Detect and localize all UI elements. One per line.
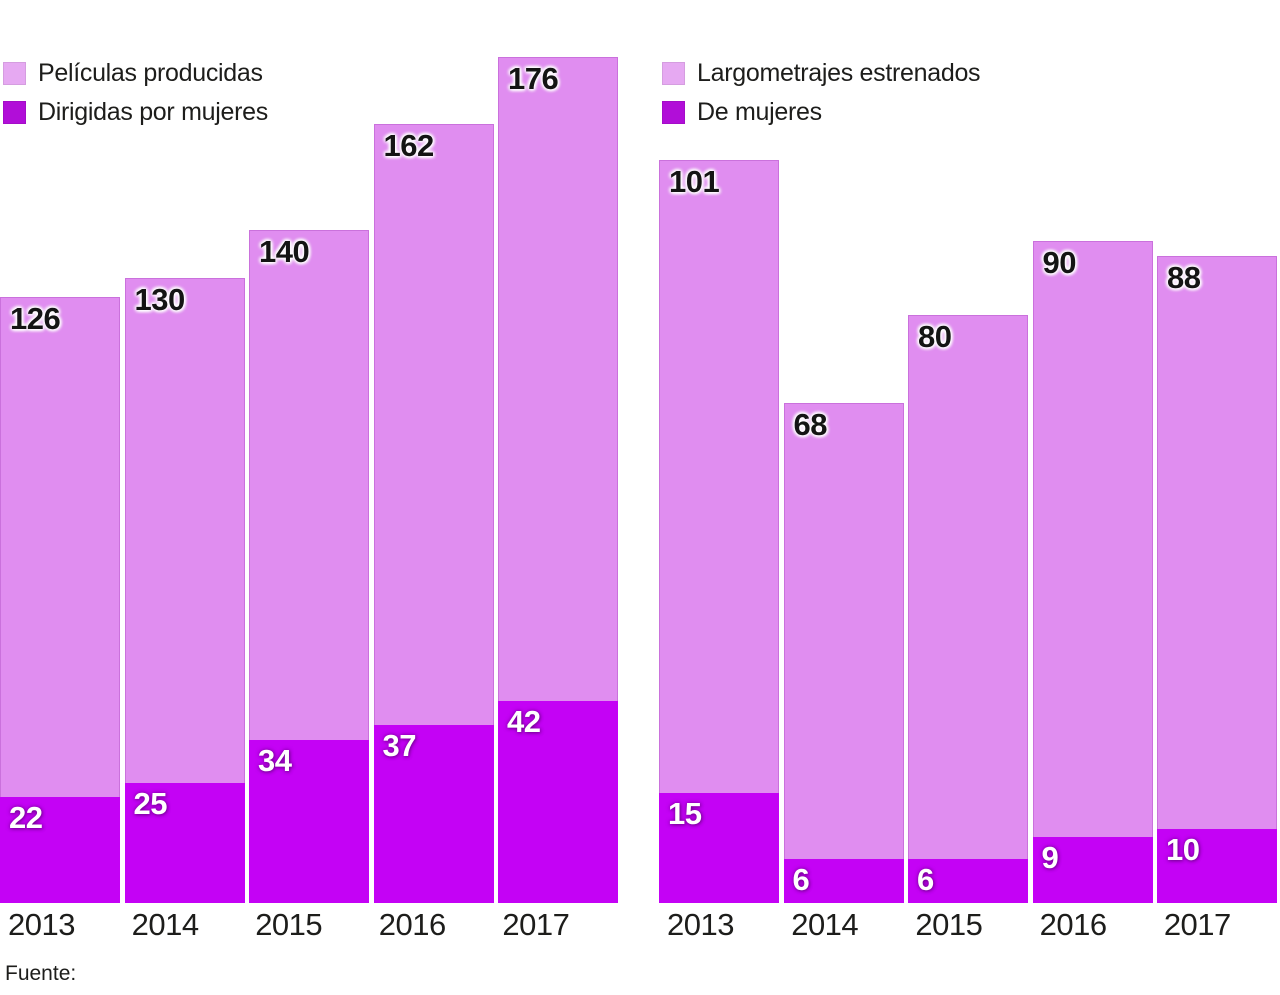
bar-total-value: 176 bbox=[508, 61, 559, 96]
bar-women-value: 42 bbox=[507, 704, 541, 740]
bar-women-value: 9 bbox=[1041, 839, 1059, 875]
bar-total-value: 126 bbox=[10, 301, 61, 337]
bar-women-value: 6 bbox=[917, 861, 934, 897]
plot-area: 101 15 68 6 80 6 90 9 88 10 bbox=[659, 57, 1280, 903]
legend-item: Películas producidas bbox=[3, 58, 268, 87]
bar-women-value: 37 bbox=[382, 728, 417, 764]
x-axis-label: 2014 bbox=[131, 907, 199, 942]
bar-women-value: 10 bbox=[1166, 832, 1200, 868]
x-axis-label: 2017 bbox=[502, 907, 570, 942]
bar-total-value: 68 bbox=[793, 406, 828, 442]
bar-total-value: 88 bbox=[1167, 259, 1201, 295]
bar-total-value: 90 bbox=[1042, 244, 1077, 280]
bar-total-value: 130 bbox=[134, 282, 186, 318]
bar-women: 25 bbox=[124, 782, 245, 903]
bar-women: 9 bbox=[1032, 836, 1153, 903]
x-axis-label: 2013 bbox=[667, 907, 734, 942]
bar-women-value: 25 bbox=[133, 785, 168, 821]
bar-women: 34 bbox=[249, 739, 369, 903]
x-axis-label: 2016 bbox=[1039, 907, 1107, 942]
bar-total: 80 bbox=[908, 314, 1028, 903]
bar-total-value: 162 bbox=[383, 128, 435, 164]
x-axis-label: 2016 bbox=[378, 907, 446, 942]
chart-peliculas-producidas: Películas producidas Dirigidas por mujer… bbox=[0, 0, 618, 995]
legend-label: Dirigidas por mujeres bbox=[38, 97, 268, 126]
bar-women-value: 22 bbox=[9, 800, 43, 836]
chart-largometrajes-estrenados: Largometrajes estrenados De mujeres 101 1… bbox=[659, 0, 1280, 995]
bar-total-value: 80 bbox=[918, 318, 952, 354]
legend-swatch-light-icon bbox=[662, 61, 685, 85]
legend-item: De mujeres bbox=[662, 97, 980, 126]
bar-women: 15 bbox=[659, 792, 779, 903]
bar-women-value: 34 bbox=[258, 742, 292, 778]
legend-label: Películas producidas bbox=[38, 58, 263, 87]
bar-total: 101 bbox=[659, 160, 779, 903]
bar-women: 37 bbox=[373, 725, 494, 903]
plot-area: 126 22 130 25 140 34 162 37 176 42 bbox=[0, 57, 618, 903]
legend-label: De mujeres bbox=[697, 97, 822, 126]
bar-women: 6 bbox=[783, 858, 904, 903]
bar-total-value: 101 bbox=[669, 164, 720, 199]
source-label: Fuente: bbox=[5, 962, 77, 985]
x-axis-label: 2015 bbox=[915, 907, 983, 942]
bar-women: 42 bbox=[498, 701, 618, 903]
bar-women-value: 15 bbox=[668, 795, 702, 831]
x-axis-label: 2015 bbox=[255, 907, 323, 942]
x-axis-label: 2013 bbox=[8, 907, 75, 942]
bar-women: 10 bbox=[1157, 829, 1277, 903]
bar-women: 6 bbox=[908, 858, 1028, 903]
bar-women-value: 6 bbox=[792, 861, 810, 897]
bar-total: 90 bbox=[1032, 240, 1153, 903]
x-axis-label: 2017 bbox=[1163, 907, 1231, 942]
legend: Largometrajes estrenados De mujeres bbox=[662, 58, 981, 126]
bar-total: 68 bbox=[783, 402, 904, 903]
bar-women: 22 bbox=[0, 797, 120, 903]
legend-swatch-light-icon bbox=[3, 61, 26, 85]
x-axis: 2013 2014 2015 2016 2017 bbox=[0, 907, 618, 943]
legend-label: Largometrajes estrenados bbox=[697, 58, 981, 87]
legend-item: Dirigidas por mujeres bbox=[3, 97, 268, 126]
legend-item: Largometrajes estrenados bbox=[662, 58, 981, 87]
x-axis-label: 2014 bbox=[791, 907, 859, 942]
bar-total-value: 140 bbox=[259, 234, 310, 269]
x-axis: 2013 2014 2015 2016 2017 bbox=[659, 907, 1280, 943]
bar-total: 88 bbox=[1157, 255, 1277, 903]
legend: Películas producidas Dirigidas por mujer… bbox=[3, 58, 268, 126]
legend-swatch-dark-icon bbox=[662, 100, 685, 124]
legend-swatch-dark-icon bbox=[3, 100, 26, 124]
